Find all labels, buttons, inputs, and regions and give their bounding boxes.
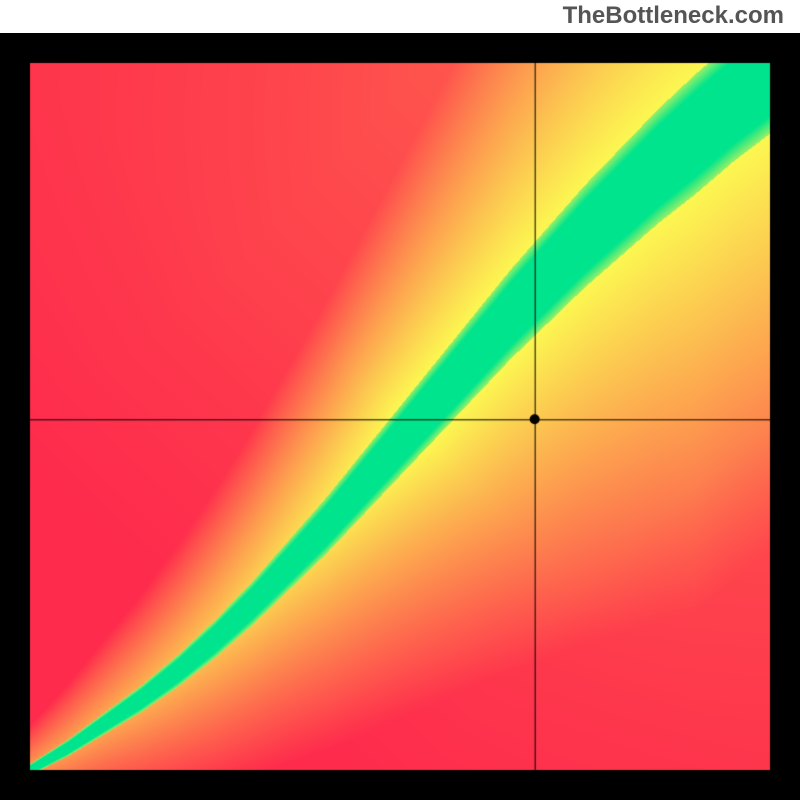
chart-frame (0, 33, 800, 800)
bottleneck-heatmap (0, 33, 800, 800)
watermark-text: TheBottleneck.com (563, 2, 784, 30)
root: TheBottleneck.com (0, 0, 800, 800)
